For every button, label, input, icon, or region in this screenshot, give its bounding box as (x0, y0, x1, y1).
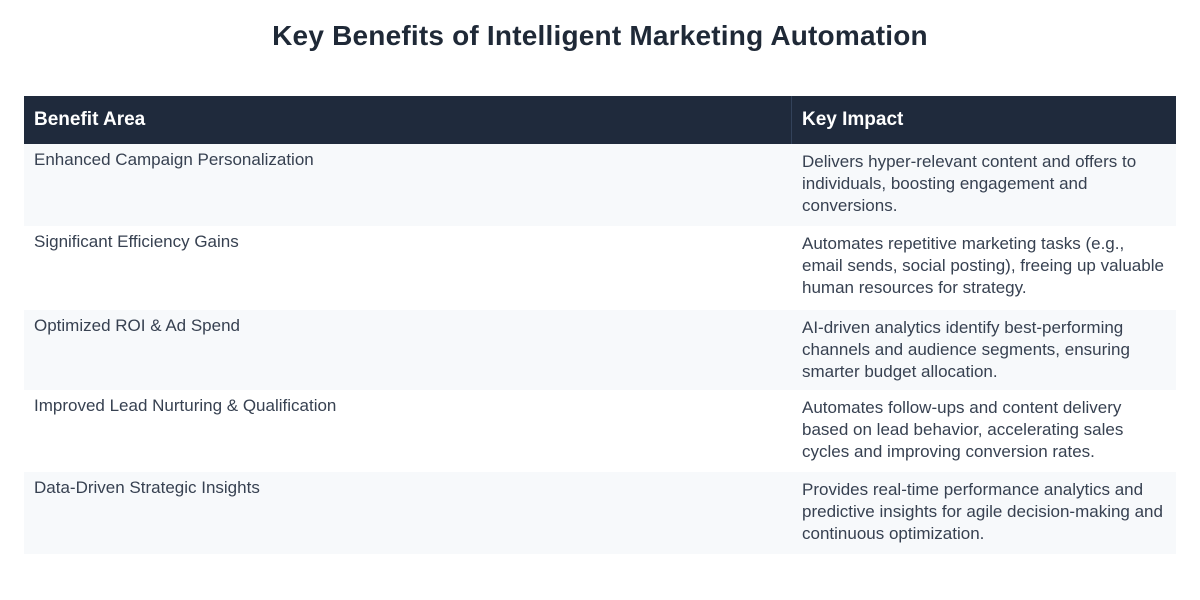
table-row: Optimized ROI & Ad Spend AI-driven analy… (24, 310, 1176, 390)
table-row: Significant Efficiency Gains Automates r… (24, 226, 1176, 310)
key-impact-cell: Delivers hyper-relevant content and offe… (802, 152, 1137, 215)
table-header-row: Benefit Area Key Impact (24, 96, 1176, 144)
key-impact-cell: Automates follow-ups and content deliver… (802, 398, 1124, 461)
table-row: Enhanced Campaign Personalization Delive… (24, 144, 1176, 226)
benefit-area-cell: Improved Lead Nurturing & Qualification (34, 396, 337, 415)
table-row: Data-Driven Strategic Insights Provides … (24, 472, 1176, 554)
key-impact-cell: Provides real-time performance analytics… (802, 480, 1163, 543)
header-benefit-area: Benefit Area (24, 96, 792, 144)
benefit-area-cell: Data-Driven Strategic Insights (34, 478, 260, 497)
key-impact-cell: Automates repetitive marketing tasks (e.… (802, 234, 1164, 297)
benefit-area-cell: Optimized ROI & Ad Spend (34, 316, 240, 335)
benefit-area-cell: Enhanced Campaign Personalization (34, 150, 314, 169)
benefit-area-cell: Significant Efficiency Gains (34, 232, 239, 251)
benefits-table: Benefit Area Key Impact Enhanced Campaig… (24, 96, 1176, 554)
key-impact-cell: AI-driven analytics identify best-perfor… (802, 318, 1130, 381)
header-key-impact: Key Impact (802, 109, 904, 130)
table-row: Improved Lead Nurturing & Qualification … (24, 390, 1176, 472)
page-title: Key Benefits of Intelligent Marketing Au… (272, 20, 928, 51)
